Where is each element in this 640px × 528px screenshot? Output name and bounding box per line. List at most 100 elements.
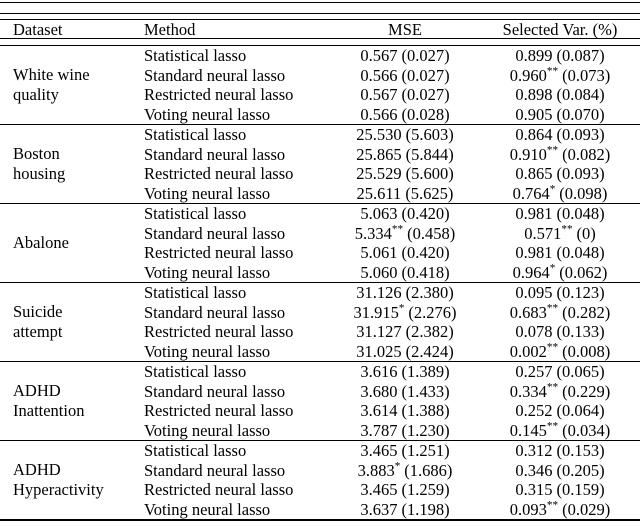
mse-cell: 5.061 (0.420) (360, 243, 450, 262)
selected-var-cell: 0.002** (0.008) (509, 341, 611, 361)
selected-var-cell: 0.346 (0.205) (515, 460, 605, 480)
mse-cell: 0.567 (0.027) (360, 85, 450, 104)
significance-stars: ** (546, 144, 559, 156)
selected-var-cell: 0.899 (0.087) (515, 46, 605, 65)
table-bottom-rule (0, 519, 640, 521)
mse-cell: 0.567 (0.027) (360, 46, 450, 65)
method-cell: Statistical lasso (144, 46, 247, 65)
selected-var-cell: 0.145** (0.034) (509, 420, 611, 440)
selected-var-cell: 0.315 (0.159) (515, 480, 605, 499)
header-bottom-double-rule (0, 38, 640, 46)
significance-stars: ** (561, 223, 573, 235)
dataset-name: Boston housing (0, 125, 140, 203)
significance-stars: ** (546, 65, 559, 77)
mse-cell: 5.063 (0.420) (360, 204, 450, 223)
mse-cell: 31.127 (2.382) (356, 322, 454, 341)
dataset-group-suicide-attempt: Suicide attempt Statistical lasso 31.126… (0, 282, 640, 361)
mse-cell: 31.915* (2.276) (353, 302, 457, 322)
significance-stars: * (549, 183, 556, 195)
dataset-group-white-wine-quality: White wine quality Statistical lasso 0.5… (0, 46, 640, 124)
significance-stars: ** (546, 420, 559, 432)
method-cell: Restricted neural lasso (144, 164, 294, 183)
significance-stars: ** (546, 499, 559, 511)
mse-cell: 31.126 (2.380) (356, 283, 454, 302)
table-top-double-rule (0, 13, 640, 20)
mse-cell: 3.883* (1.686) (357, 460, 453, 480)
dataset-name-line1: ADHD (13, 381, 61, 400)
dataset-name-line1: Boston (13, 144, 60, 163)
method-cell: Voting neural lasso (144, 262, 271, 282)
mse-cell: 3.680 (1.433) (360, 381, 450, 401)
method-cell: Standard neural lasso (144, 381, 286, 401)
selected-var-cell: 0.093** (0.029) (509, 499, 611, 519)
selected-var-cell: 0.898 (0.084) (515, 85, 605, 104)
method-cell: Voting neural lasso (144, 420, 271, 440)
method-cell: Standard neural lasso (144, 144, 286, 164)
dataset-name-line1: Abalone (13, 233, 69, 252)
method-cell: Standard neural lasso (144, 460, 286, 480)
mse-cell: 3.637 (1.198) (360, 499, 450, 519)
col-header-method: Method (144, 20, 196, 39)
mse-cell: 5.334** (0.458) (354, 223, 456, 243)
method-cell: Voting neural lasso (144, 183, 271, 203)
selected-var-cell: 0.683** (0.282) (509, 302, 611, 322)
selected-var-cell: 0.257 (0.065) (515, 362, 605, 381)
dataset-name-line2: housing (13, 164, 66, 183)
significance-stars: * (394, 460, 401, 472)
method-cell: Restricted neural lasso (144, 401, 294, 420)
selected-var-cell: 0.252 (0.064) (515, 401, 605, 420)
method-cell: Voting neural lasso (144, 499, 271, 519)
selected-var-cell: 0.960** (0.073) (509, 65, 611, 85)
method-cell: Restricted neural lasso (144, 480, 294, 499)
table-top-rule (0, 2, 640, 3)
dataset-name: Suicide attempt (0, 283, 140, 361)
method-cell: Standard neural lasso (144, 65, 286, 85)
selected-var-cell: 0.078 (0.133) (515, 322, 605, 341)
mse-cell: 25.865 (5.844) (356, 144, 454, 164)
method-cell: Standard neural lasso (144, 223, 286, 243)
selected-var-cell: 0.905 (0.070) (515, 104, 605, 124)
selected-var-cell: 0.981 (0.048) (515, 204, 605, 223)
mse-cell: 25.530 (5.603) (356, 125, 454, 144)
method-cell: Statistical lasso (144, 283, 247, 302)
mse-cell: 5.060 (0.418) (360, 262, 450, 282)
selected-var-cell: 0.312 (0.153) (515, 441, 605, 460)
method-cell: Voting neural lasso (144, 341, 271, 361)
dataset-name-line2: Hyperactivity (13, 480, 104, 499)
method-cell: Statistical lasso (144, 441, 247, 460)
selected-var-cell: 0.981 (0.048) (515, 243, 605, 262)
mse-cell: 25.529 (5.600) (356, 164, 454, 183)
dataset-name-line2: Inattention (13, 401, 85, 420)
mse-cell: 3.616 (1.389) (360, 362, 450, 381)
method-cell: Standard neural lasso (144, 302, 286, 322)
mse-cell: 3.787 (1.230) (360, 420, 450, 440)
col-header-selected-var: Selected Var. (%) (502, 20, 618, 39)
method-cell: Restricted neural lasso (144, 243, 294, 262)
selected-var-cell: 0.764* (0.098) (512, 183, 608, 203)
dataset-name-line2: attempt (13, 322, 63, 341)
significance-stars: * (398, 302, 405, 314)
mse-cell: 3.614 (1.388) (360, 401, 450, 420)
table-header-row: Dataset Method MSE Selected Var. (%) (0, 20, 640, 39)
dataset-group-adhd-hyperactivity: ADHD Hyperactivity Statistical lasso 3.4… (0, 440, 640, 519)
dataset-name-line1: Suicide (13, 302, 63, 321)
dataset-name: White wine quality (0, 46, 140, 124)
dataset-name-line2: quality (13, 85, 59, 104)
mse-cell: 3.465 (1.259) (360, 480, 450, 499)
selected-var-cell: 0.964* (0.062) (512, 262, 608, 282)
dataset-name: Abalone (0, 204, 140, 282)
significance-stars: * (549, 262, 556, 274)
selected-var-cell: 0.910** (0.082) (509, 144, 611, 164)
significance-stars: ** (546, 381, 559, 393)
mse-cell: 3.465 (1.251) (360, 441, 450, 460)
mse-cell: 25.611 (5.625) (356, 183, 454, 203)
dataset-group-abalone: Abalone Statistical lasso 5.063 (0.420) 0… (0, 203, 640, 282)
dataset-group-adhd-inattention: ADHD Inattention Statistical lasso 3.616… (0, 361, 640, 440)
selected-var-cell: 0.095 (0.123) (515, 283, 605, 302)
dataset-name-line1: ADHD (13, 460, 61, 479)
significance-stars: ** (546, 341, 559, 353)
col-header-mse: MSE (388, 20, 422, 39)
significance-stars: ** (391, 223, 404, 235)
method-cell: Statistical lasso (144, 125, 247, 144)
